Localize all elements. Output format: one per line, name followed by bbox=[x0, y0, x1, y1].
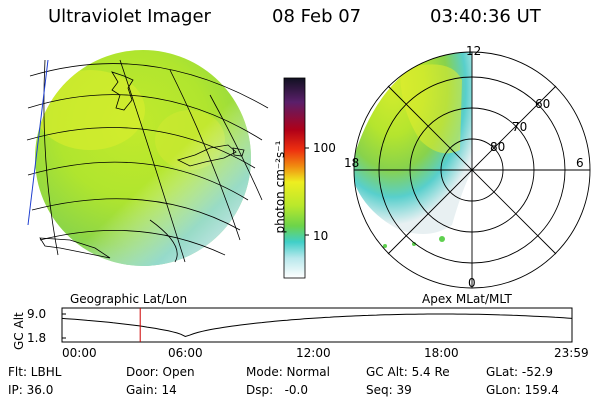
status-gain: Gain: 14 bbox=[126, 383, 177, 397]
alt-ytick-low: 1.8 bbox=[27, 331, 47, 345]
status-dsp: Dsp: -0.0 bbox=[246, 383, 309, 397]
alt-xtick-4: 23:59 bbox=[554, 346, 589, 360]
left-panel-label: Geographic Lat/Lon bbox=[70, 292, 188, 306]
colorbar bbox=[283, 77, 309, 279]
colorbar-tick-10: 10 bbox=[313, 229, 329, 243]
altitude-plot bbox=[61, 307, 573, 343]
date-label: 08 Feb 07 bbox=[272, 6, 362, 27]
instrument-title: Ultraviolet Imager bbox=[48, 6, 211, 27]
mlt-label-6: 6 bbox=[576, 156, 584, 170]
status-ip: IP: 36.0 bbox=[8, 383, 54, 397]
altitude-curve bbox=[61, 313, 573, 338]
alt-ytick-high: 9.0 bbox=[27, 307, 47, 321]
status-mode: Mode: Normal bbox=[246, 365, 330, 379]
status-gcalt: GC Alt: 5.4 Re bbox=[366, 365, 450, 379]
polar-plot bbox=[353, 51, 591, 289]
status-glat: GLat: -52.9 bbox=[486, 365, 553, 379]
geographic-image bbox=[26, 50, 269, 266]
mlat-label-60: 60 bbox=[535, 97, 551, 111]
colorbar-unit-label: photon cm⁻²s⁻¹ bbox=[273, 140, 287, 234]
alt-xtick-0: 00:00 bbox=[62, 346, 97, 360]
time-label: 03:40:36 UT bbox=[430, 6, 541, 27]
status-glon: GLon: 159.4 bbox=[486, 383, 559, 397]
right-panel-label: Apex MLat/MLT bbox=[422, 292, 512, 306]
alt-xtick-1: 06:00 bbox=[168, 346, 203, 360]
status-door: Door: Open bbox=[126, 365, 195, 379]
mlt-label-18: 18 bbox=[344, 156, 360, 170]
mlat-label-70: 70 bbox=[512, 120, 528, 134]
mlt-label-0: 0 bbox=[468, 276, 476, 290]
alt-xtick-2: 12:00 bbox=[296, 346, 331, 360]
alt-xtick-3: 18:00 bbox=[424, 346, 459, 360]
status-flt: Flt: LBHL bbox=[8, 365, 62, 379]
colorbar-tick-100: 100 bbox=[313, 141, 336, 155]
mlt-label-12: 12 bbox=[466, 44, 482, 58]
mlat-label-80: 80 bbox=[490, 140, 506, 154]
alt-ylabel: GC Alt bbox=[12, 312, 26, 350]
status-seq: Seq: 39 bbox=[366, 383, 412, 397]
